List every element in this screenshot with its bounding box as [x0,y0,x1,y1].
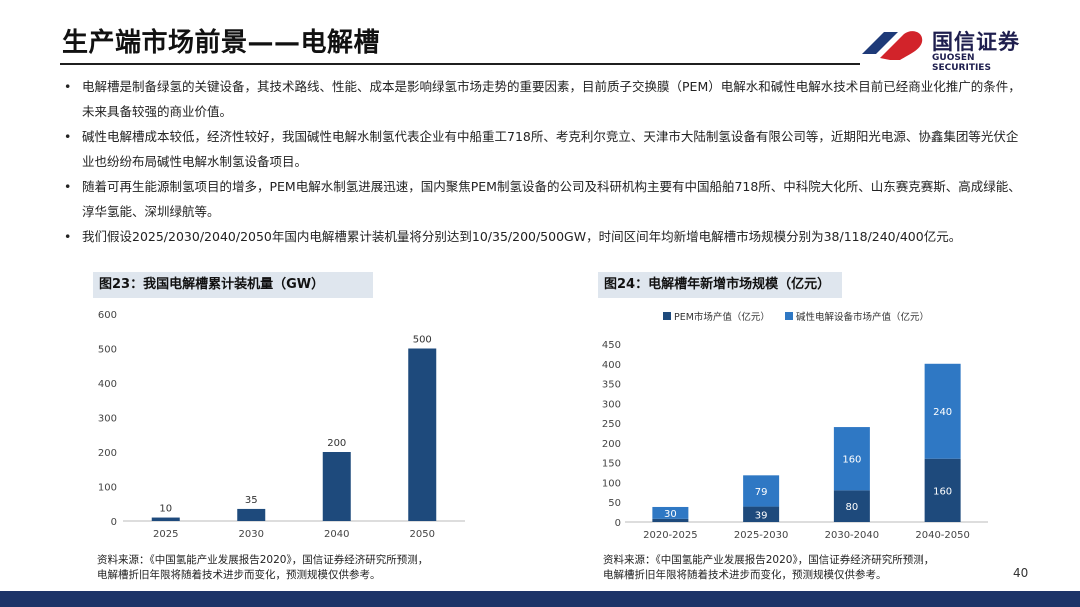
y-tick-label: 300 [602,399,621,410]
page-number: 40 [1013,566,1029,580]
title-divider [60,63,860,65]
y-tick-label: 200 [602,439,621,450]
x-tick-label: 2050 [410,529,435,540]
y-tick-label: 400 [602,360,621,371]
bar [322,452,351,521]
y-tick-label: 250 [602,419,621,430]
y-tick-label: 0 [111,517,117,528]
bar-segment [743,506,780,522]
bar [151,517,180,521]
bar-value-label: 160 [842,455,861,466]
fig24-chart: 0 50 100 150 200 250 300 350 400 450 PEM市场产值（亿元） 碱性… [602,311,988,541]
logo-text-en: GUOSEN SECURITIES [932,53,991,73]
y-tick-label: 100 [602,478,621,489]
x-tick-label: 2030-2040 [825,530,880,541]
bar-segment [652,506,689,519]
fig24-source-line1: 资料来源：《中国氢能产业发展报告2020》，国信证券经济研究所预测， [603,554,935,566]
fig23-chart: 0 100 200 300 400 500 600 10 2025 35 2030 200 2040 50… [98,310,465,540]
fig23-title: 图23：我国电解槽累计装机量（GW） [93,272,373,298]
bar-value-label: 200 [327,438,346,449]
y-tick-label: 500 [98,345,117,356]
y-tick-label: 350 [602,380,621,391]
company-logo: 国信证券 GUOSEN SECURITIES [860,24,1030,73]
fig24-title: 图24：电解槽年新增市场规模（亿元） [598,272,842,298]
x-tick-label: 2025-2030 [734,530,789,541]
bar-segment [924,363,961,459]
bar-value-label: 30 [664,509,677,520]
y-tick-label: 0 [615,518,621,529]
logo-text-cn: 国信证券 [932,30,1020,54]
x-tick-label: 2020-2025 [643,530,698,541]
logo-mark-icon [862,31,923,60]
fig23-source-line1: 资料来源：《中国氢能产业发展报告2020》，国信证券经济研究所预测， [97,554,429,566]
bar [408,348,437,521]
bullet-item: 碱性电解槽成本较低，经济性较好，我国碱性电解水制氢代表企业有中船重工718所、考… [64,124,1024,174]
bar-value-label: 160 [933,486,952,497]
bullet-item: 我们假设2025/2030/2040/2050年国内电解槽累计装机量将分别达到1… [64,224,1024,249]
y-tick-label: 150 [602,459,621,470]
bar-value-label: 500 [413,335,432,346]
x-tick-label: 2040-2050 [915,530,970,541]
y-tick-label: 200 [98,448,117,459]
footer-bar [0,591,1080,607]
y-tick-label: 450 [602,340,621,351]
y-tick-label: 300 [98,414,117,425]
x-tick-label: 2030 [239,529,264,540]
bar-value-label: 10 [159,504,172,515]
bar-segment [833,490,870,522]
fig23-source: 资料来源：《中国氢能产业发展报告2020》，国信证券经济研究所预测， 电解槽折旧… [97,553,428,583]
x-tick-label: 2025 [153,529,178,540]
bar-segment [924,458,961,522]
bar-value-label: 240 [933,407,952,418]
y-tick-label: 100 [98,483,117,494]
bar-value-label: 35 [245,495,258,506]
bar-segment [833,427,870,491]
legend-label: 碱性电解设备市场产值（亿元） [796,311,929,323]
fig24-source: 资料来源：《中国氢能产业发展报告2020》，国信证券经济研究所预测， 电解槽折旧… [603,553,934,583]
bar-segment [743,475,780,507]
bar-value-label: 79 [755,487,768,498]
y-tick-label: 50 [608,498,621,509]
bullet-item: 随着可再生能源制氢项目的增多，PEM电解水制氢进展迅速，国内聚焦PEM制氢设备的… [64,174,1024,224]
y-tick-label: 600 [98,310,117,321]
bar-segment [652,518,689,522]
fig23-source-line2: 电解槽折旧年限将随着技术进步而变化，预测规模仅供参考。 [97,569,381,581]
page-title: 生产端市场前景——电解槽 [62,28,381,58]
y-tick-label: 400 [98,379,117,390]
fig24-source-line2: 电解槽折旧年限将随着技术进步而变化，预测规模仅供参考。 [603,569,887,581]
legend-label: PEM市场产值（亿元） [674,311,770,323]
bullet-list: 电解槽是制备绿氢的关键设备，其技术路线、性能、成本是影响绿氢市场走势的重要因素，… [64,74,1024,249]
bar [237,508,266,521]
bullet-item: 电解槽是制备绿氢的关键设备，其技术路线、性能、成本是影响绿氢市场走势的重要因素，… [64,74,1024,124]
legend-swatch [785,312,793,320]
bar-value-label: 80 [846,502,859,513]
legend-swatch [663,312,671,320]
x-tick-label: 2040 [324,529,349,540]
watermark: 大数跨境 [12,573,80,593]
bar-value-label: 39 [755,510,768,521]
